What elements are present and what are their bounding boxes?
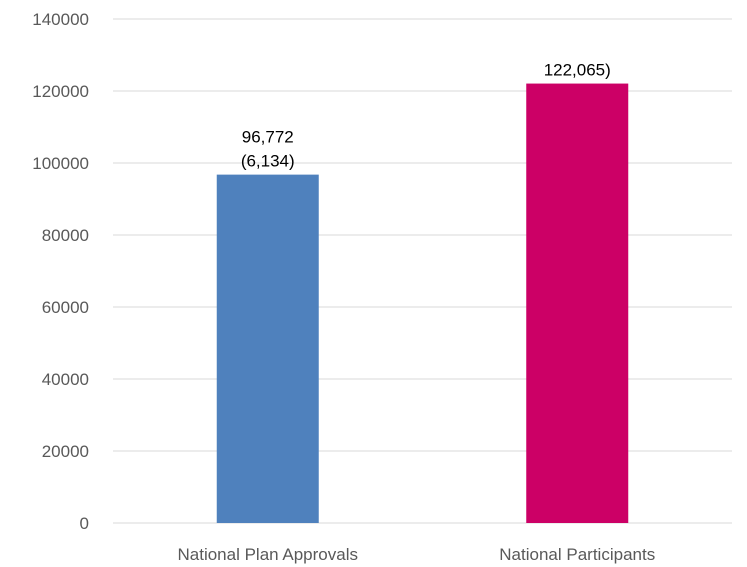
y-tick-label: 60000 [42,298,89,317]
category-labels: National Plan Approvals National Particip… [177,545,655,564]
y-tick-label: 140000 [32,10,89,29]
x-category-label: National Participants [499,545,655,564]
bar [526,84,628,523]
y-tick-label: 20000 [42,442,89,461]
data-label: 96,772 [242,128,294,147]
x-category-label: National Plan Approvals [177,545,358,564]
y-tick-label: 80000 [42,226,89,245]
y-tick-label: 40000 [42,370,89,389]
data-label: (6,134) [241,152,295,171]
y-axis-ticks: 0 20000 40000 60000 80000 100000 120000 140000 [32,10,89,533]
y-tick-label: 120000 [32,82,89,101]
y-tick-label: 100000 [32,154,89,173]
data-label: 122,065) [544,61,611,80]
y-tick-label: 0 [80,514,89,533]
bars [217,84,629,523]
gridlines [113,19,732,451]
bar [217,175,319,523]
